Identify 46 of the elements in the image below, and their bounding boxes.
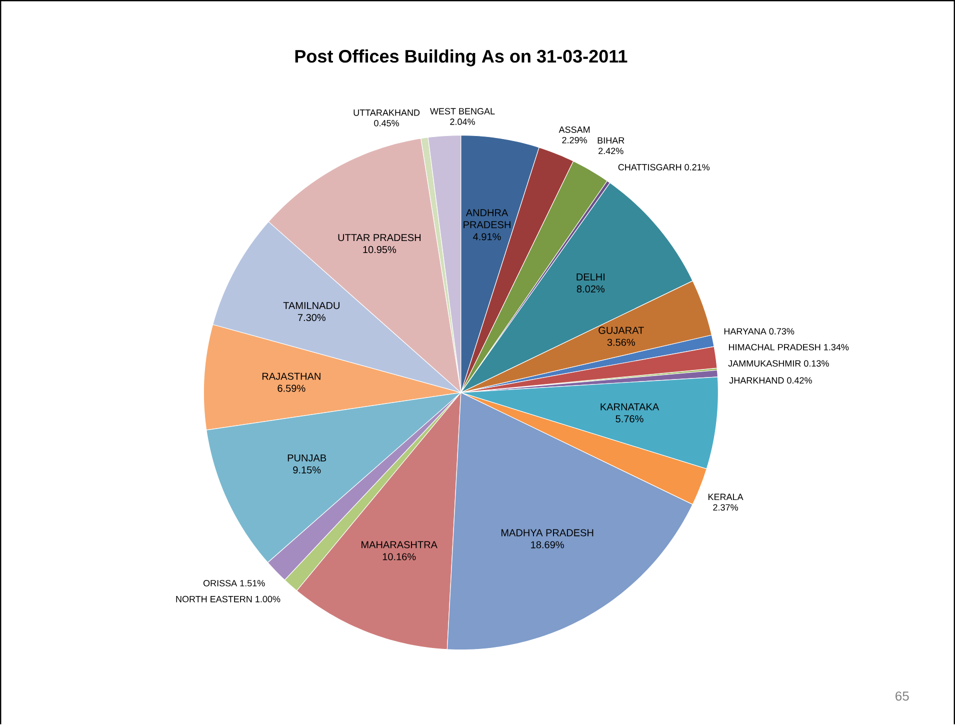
- slice-label: KARNATAKA: [600, 403, 660, 410]
- data-label: 6.59%: [278, 384, 306, 392]
- slice-label: ORISSA: [203, 580, 238, 586]
- data-label: 3.56%: [607, 338, 636, 346]
- slice-label: WEST BENGAL: [430, 108, 495, 115]
- text: 65: [896, 692, 909, 701]
- slice-label: GUJARAT: [598, 326, 644, 334]
- data-label: 2.42%: [598, 148, 624, 154]
- data-label: 0.73%: [769, 328, 794, 335]
- data-label: 5.76%: [616, 415, 644, 422]
- slice-label: TAMILNADU: [283, 302, 340, 310]
- data-label: 0.45%: [374, 120, 400, 126]
- data-label: 0.21%: [684, 164, 710, 171]
- data-label: 1.51%: [240, 580, 265, 586]
- slice-label: MADHYA PRADESH: [501, 529, 594, 536]
- slice-label: RAJASTHAN: [262, 372, 320, 380]
- data-label: 2.04%: [450, 118, 475, 126]
- slice-label: UTTARAKHAND: [354, 110, 420, 116]
- slice-label: CHATTISGARH: [618, 164, 682, 171]
- slice-label: NORTH EASTERN: [176, 596, 252, 602]
- data-label: 2.37%: [713, 504, 738, 511]
- slice-label: UTTAR PRADESH: [338, 234, 421, 242]
- chart-title: Post Offices Building As on 31-03-2011: [295, 50, 628, 66]
- slice-label: DELHI: [576, 274, 604, 280]
- data-label: 1.00%: [256, 596, 280, 602]
- data-label: 0.13%: [804, 360, 829, 367]
- data-label: 18.69%: [531, 541, 564, 548]
- slice-label: HARYANA: [724, 328, 766, 334]
- data-label: 2.29%: [562, 137, 588, 144]
- data-label: 8.02%: [576, 286, 605, 293]
- data-label: 10.16%: [382, 553, 416, 560]
- data-label: 4.91%: [473, 233, 501, 240]
- slice-label: HIMACHAL PRADESH: [729, 344, 820, 350]
- slice-label: MAHARASHTRA: [362, 541, 438, 548]
- data-label: 9.15%: [293, 466, 321, 474]
- data-label: 10.95%: [363, 246, 396, 254]
- slice-label: BIHAR: [598, 137, 624, 144]
- data-label: 0.42%: [787, 377, 812, 384]
- slice-label: KERALA: [708, 494, 744, 500]
- slice-label: JAMMUKASHMIR: [728, 360, 801, 367]
- slice-label: ASSAM: [558, 126, 590, 133]
- slice-label: JHARKHAND: [729, 377, 784, 384]
- data-label: 1.34%: [824, 344, 849, 350]
- slice-label: PUNJAB: [288, 454, 326, 462]
- slice-label: ANDHRA PRADESH: [464, 209, 510, 228]
- data-label: 7.30%: [298, 314, 326, 322]
